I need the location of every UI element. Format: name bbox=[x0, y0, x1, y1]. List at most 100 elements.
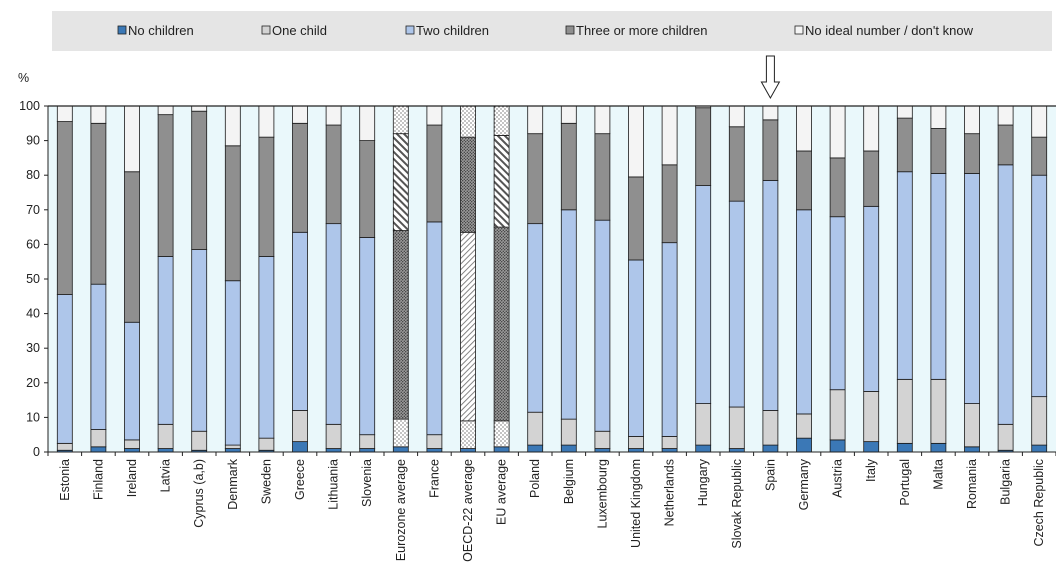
bar-czech-republic-two-children bbox=[1031, 174, 1048, 398]
x-tick-label-latvia: Latvia bbox=[159, 459, 173, 492]
bar-romania-no-ideal-number-don-t-know bbox=[964, 105, 980, 135]
legend-swatch-one-child bbox=[261, 25, 271, 35]
bar-malta-no-children bbox=[930, 442, 947, 453]
x-tick-label-bulgaria: Bulgaria bbox=[999, 459, 1013, 505]
bar-lithuania-no-ideal-number-don-t-know bbox=[325, 105, 342, 126]
legend-label-no-children: No children bbox=[128, 23, 194, 38]
bar-czech-republic-three-or-more-children bbox=[1031, 136, 1048, 176]
bar-eurozone-average-two-children bbox=[392, 230, 409, 420]
bar-slovenia-three-or-more-children bbox=[359, 140, 376, 238]
bar-hungary-three-or-more-children bbox=[695, 107, 712, 186]
x-tick-label-spain: Spain bbox=[763, 459, 777, 491]
x-tick-label-romania: Romania bbox=[965, 459, 979, 509]
bar-bulgaria-one-child bbox=[997, 423, 1014, 451]
bar-eu-average-two-children bbox=[493, 226, 510, 422]
bar-poland-one-child bbox=[527, 411, 544, 446]
bar-hungary-one-child bbox=[695, 403, 712, 446]
bar-belgium-no-children bbox=[560, 444, 577, 453]
bar-finland-three-or-more-children bbox=[90, 122, 107, 285]
y-tick-label-80: 80 bbox=[26, 168, 40, 182]
bar-poland-two-children bbox=[527, 223, 544, 413]
bar-czech-republic-no-ideal-number-don-t-know bbox=[1031, 105, 1048, 138]
bar-oecd-22-average-two-children bbox=[460, 231, 476, 422]
x-tick-label-germany: Germany bbox=[797, 458, 811, 510]
bar-eu-average-one-child bbox=[493, 420, 510, 448]
bar-netherlands-no-ideal-number-don-t-know bbox=[661, 105, 678, 166]
bar-united-kingdom-three-or-more-children bbox=[628, 176, 644, 261]
bar-ireland-three-or-more-children bbox=[124, 171, 140, 323]
bar-austria-no-ideal-number-don-t-know bbox=[829, 105, 846, 159]
bar-eu-average-three-or-more-children bbox=[493, 135, 510, 228]
legend-label-two-children: Two children bbox=[416, 23, 489, 38]
bar-france-no-children bbox=[426, 448, 443, 453]
bar-sweden-two-children bbox=[258, 256, 275, 439]
bar-portugal-one-child bbox=[896, 378, 913, 444]
x-tick-label-cyprus-a-b: Cyprus (a,b) bbox=[192, 459, 206, 528]
bar-belgium-one-child bbox=[560, 418, 577, 446]
bar-portugal-no-children bbox=[896, 442, 913, 453]
bar-belgium-two-children bbox=[560, 209, 577, 420]
bar-estonia-no-ideal-number-don-t-know bbox=[56, 105, 73, 122]
bar-romania-no-children bbox=[964, 446, 980, 453]
bar-malta-one-child bbox=[930, 378, 947, 444]
bar-hungary-two-children bbox=[695, 185, 712, 404]
bar-romania-three-or-more-children bbox=[964, 133, 980, 174]
legend-swatch-three-or-more-children bbox=[565, 25, 575, 35]
x-tick-label-united-kingdom: United Kingdom bbox=[629, 459, 643, 548]
bar-germany-two-children bbox=[796, 209, 812, 415]
bar-estonia-three-or-more-children bbox=[56, 121, 73, 295]
bar-slovak-republic-two-children bbox=[728, 200, 745, 408]
bar-finland-no-ideal-number-don-t-know bbox=[90, 105, 107, 124]
bar-lithuania-no-children bbox=[325, 448, 342, 453]
bar-spain-three-or-more-children bbox=[762, 119, 779, 181]
x-tick-label-ireland: Ireland bbox=[125, 459, 139, 497]
bar-lithuania-two-children bbox=[325, 223, 342, 425]
bar-italy-two-children bbox=[863, 205, 880, 392]
bar-denmark-three-or-more-children bbox=[224, 145, 241, 282]
bar-denmark-no-children bbox=[224, 448, 241, 453]
bar-latvia-no-children bbox=[157, 448, 174, 453]
bar-austria-no-children bbox=[829, 439, 846, 453]
bar-sweden-no-ideal-number-don-t-know bbox=[258, 105, 275, 138]
bar-slovenia-one-child bbox=[359, 434, 376, 449]
bar-italy-one-child bbox=[863, 391, 880, 443]
bar-sweden-one-child bbox=[258, 437, 275, 451]
bar-germany-no-children bbox=[796, 437, 812, 453]
bar-ireland-one-child bbox=[124, 439, 140, 449]
x-tick-label-greece: Greece bbox=[293, 459, 307, 500]
bar-malta-two-children bbox=[930, 173, 947, 380]
legend-box bbox=[52, 11, 1052, 51]
bar-austria-three-or-more-children bbox=[829, 157, 846, 218]
bar-bulgaria-no-ideal-number-don-t-know bbox=[997, 105, 1014, 126]
x-tick-label-belgium: Belgium bbox=[562, 459, 576, 504]
bar-netherlands-no-children bbox=[661, 448, 678, 453]
bar-oecd-22-average-no-children bbox=[460, 448, 476, 453]
bar-czech-republic-no-children bbox=[1031, 444, 1048, 453]
bar-latvia-three-or-more-children bbox=[157, 114, 174, 257]
bar-spain-one-child bbox=[762, 410, 779, 446]
bar-luxembourg-two-children bbox=[594, 219, 611, 432]
bar-slovenia-no-children bbox=[359, 448, 376, 453]
bar-lithuania-three-or-more-children bbox=[325, 124, 342, 225]
bar-eurozone-average-three-or-more-children bbox=[392, 133, 409, 231]
bar-luxembourg-one-child bbox=[594, 430, 611, 449]
bar-malta-no-ideal-number-don-t-know bbox=[930, 105, 947, 129]
bar-luxembourg-no-ideal-number-don-t-know bbox=[594, 105, 611, 135]
x-tick-label-lithuania: Lithuania bbox=[327, 459, 341, 510]
bar-belgium-no-ideal-number-don-t-know bbox=[560, 105, 577, 124]
x-tick-label-eurozone-average: Eurozone average bbox=[394, 459, 408, 561]
bar-lithuania-one-child bbox=[325, 423, 342, 449]
bar-slovak-republic-three-or-more-children bbox=[728, 126, 745, 202]
bar-italy-no-children bbox=[863, 441, 880, 453]
bar-france-two-children bbox=[426, 221, 443, 436]
bar-italy-no-ideal-number-don-t-know bbox=[863, 105, 880, 152]
y-tick-label-40: 40 bbox=[26, 307, 40, 321]
x-tick-label-portugal: Portugal bbox=[898, 459, 912, 506]
bar-cyprus-a-b-two-children bbox=[191, 249, 208, 432]
bar-germany-no-ideal-number-don-t-know bbox=[796, 105, 812, 152]
y-tick-label-0: 0 bbox=[33, 445, 40, 459]
bar-portugal-no-ideal-number-don-t-know bbox=[896, 105, 913, 119]
bar-germany-three-or-more-children bbox=[796, 150, 812, 211]
down-arrow-icon bbox=[760, 55, 781, 100]
